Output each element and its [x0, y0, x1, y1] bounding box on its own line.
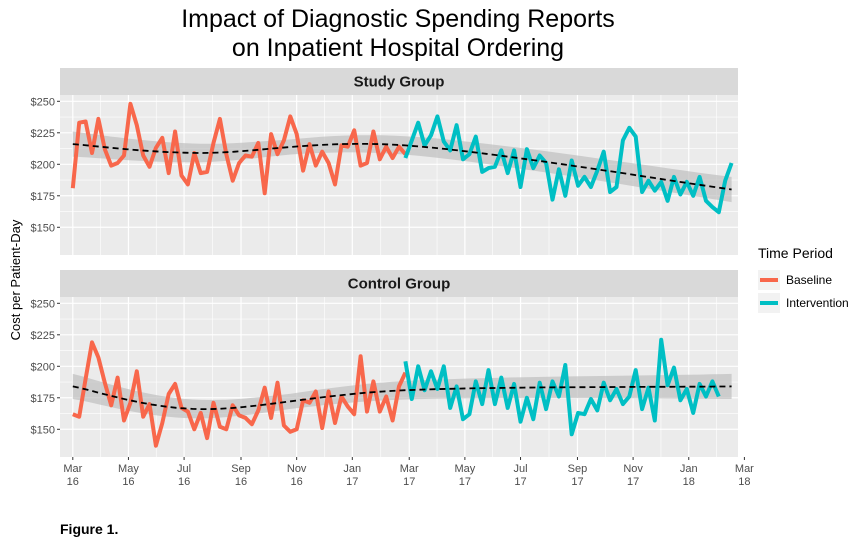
x-tick-label-year: 16: [235, 476, 247, 488]
x-axis: Mar16May16Jul16Sep16Nov16Jan17Mar17May17…: [63, 457, 754, 488]
x-tick-label-month: Jul: [513, 463, 527, 475]
trend-line: [72, 143, 732, 191]
x-tick-label-month: Nov: [623, 463, 643, 475]
x-tick-label-month: Sep: [568, 463, 588, 475]
x-tick-label-year: 16: [178, 476, 190, 488]
facet-strip-label: Study Group: [354, 74, 445, 91]
legend-label-intervention: Intervention: [786, 296, 849, 310]
x-tick-label-month: Mar: [400, 463, 419, 475]
series-line-baseline: [72, 340, 408, 448]
legend-title: Time Period: [758, 245, 833, 261]
x-tick-label-year: 16: [67, 476, 79, 488]
x-tick-label-year: 17: [403, 476, 415, 488]
x-tick-label-year: 17: [514, 476, 526, 488]
x-tick-label-month: Sep: [231, 463, 251, 475]
panel-study-group: Study Group $150 $175 $200 $225 $250: [31, 68, 745, 255]
trend-line: [72, 385, 732, 410]
y-tick-label: $250: [31, 298, 55, 310]
legend: Time Period Baseline Intervention: [758, 245, 849, 313]
x-tick-label-month: May: [118, 463, 139, 475]
facet-strip-label: Control Group: [348, 276, 450, 293]
x-tick-label-year: 16: [291, 476, 303, 488]
y-tick-label: $225: [31, 330, 55, 342]
series-line-baseline: [70, 101, 407, 196]
x-tick-label-year: 18: [683, 476, 695, 488]
trend-confidence-band: [72, 131, 732, 203]
legend-label-baseline: Baseline: [786, 273, 832, 287]
panel-control-group: Control Group $150 $175 $200 $225 $250: [31, 270, 745, 457]
y-tick-label: $175: [31, 393, 55, 405]
y-tick-label: $150: [31, 222, 55, 234]
series-line-intervention: [403, 337, 721, 437]
chart-title-line-2: on Inpatient Hospital Ordering: [232, 34, 564, 62]
x-tick-label-month: Nov: [287, 463, 307, 475]
x-tick-label-year: 18: [738, 476, 750, 488]
x-tick-label-year: 17: [627, 476, 639, 488]
y-tick-label: $200: [31, 361, 55, 373]
facet-strip: [60, 270, 738, 297]
facet-strip: [60, 68, 738, 95]
x-tick-label-month: Mar: [63, 463, 82, 475]
chart-title-line-1: Impact of Diagnostic Spending Reports: [181, 5, 615, 33]
x-tick-label-month: Mar: [735, 463, 754, 475]
y-axis-title: Cost per Patient-Day: [8, 219, 23, 340]
x-tick-label-year: 17: [459, 476, 471, 488]
x-tick-label-month: Jul: [177, 463, 191, 475]
y-tick-label: $200: [31, 159, 55, 171]
x-tick-label-month: Jan: [680, 463, 698, 475]
x-tick-label-year: 17: [571, 476, 583, 488]
series-line-intervention: [403, 114, 734, 215]
x-tick-label-year: 16: [122, 476, 134, 488]
y-tick-label: $250: [31, 96, 55, 108]
x-tick-label-month: Jan: [343, 463, 361, 475]
y-tick-label: $175: [31, 191, 55, 203]
x-tick-label-month: May: [454, 463, 475, 475]
y-tick-label: $150: [31, 424, 55, 436]
x-tick-label-year: 17: [346, 476, 358, 488]
figure-caption: Figure 1.: [60, 521, 118, 537]
y-tick-label: $225: [31, 128, 55, 140]
